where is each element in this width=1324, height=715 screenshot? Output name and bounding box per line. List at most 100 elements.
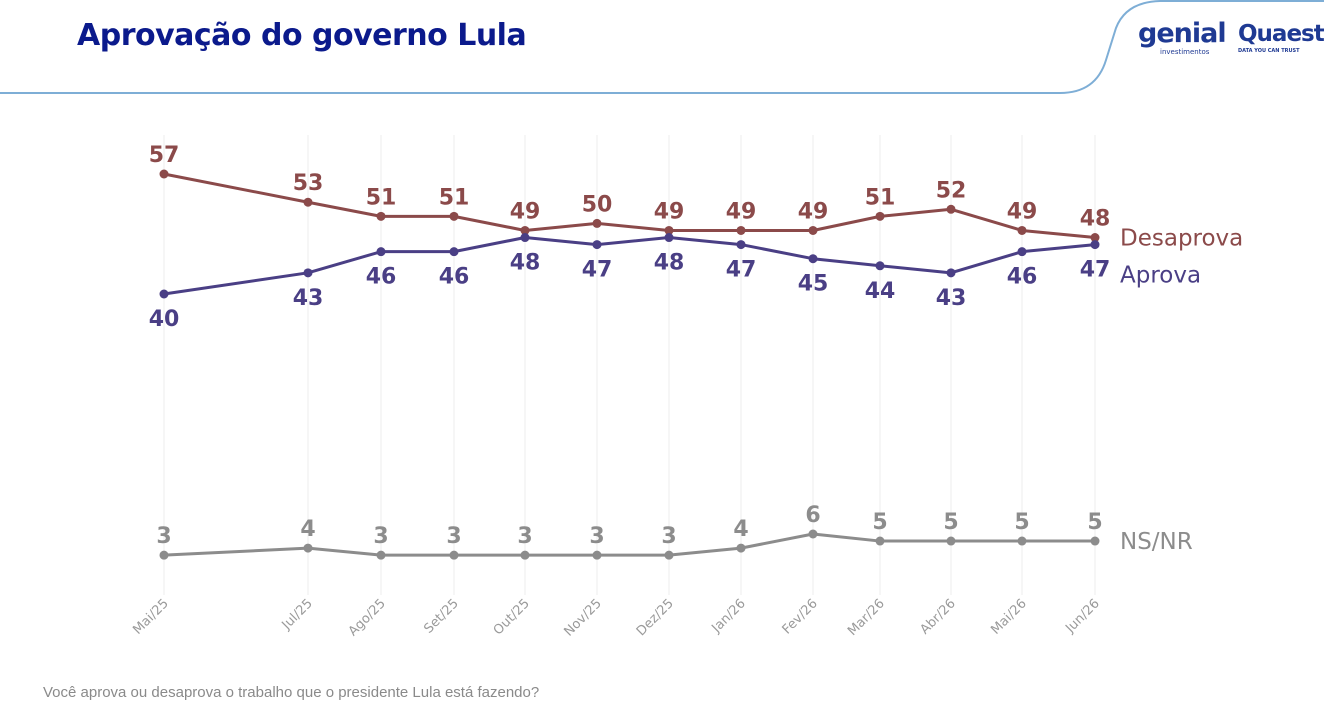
x-tick-label-abr-26: Abr/26 bbox=[918, 596, 959, 637]
series-label-ns-nr: NS/NR bbox=[1120, 529, 1193, 555]
series-label-aprova: Aprova bbox=[1120, 263, 1201, 289]
data-label-ns-nr-set-25: 3 bbox=[446, 524, 461, 549]
x-tick-label-fev-26: Fev/26 bbox=[780, 596, 821, 637]
data-point-desaprova-set-25 bbox=[449, 211, 459, 221]
data-label-ns-nr-jun-26: 5 bbox=[1087, 510, 1102, 535]
x-tick-label-jan-26: Jan/26 bbox=[709, 596, 749, 636]
data-point-desaprova-jul-25 bbox=[303, 197, 313, 207]
data-point-aprova-set-25 bbox=[449, 247, 459, 257]
data-label-ns-nr-mar-26: 5 bbox=[872, 510, 887, 535]
data-point-ns-nr-fev-26 bbox=[808, 529, 818, 539]
data-point-desaprova-nov-25 bbox=[592, 218, 602, 228]
data-label-ns-nr-nov-25: 3 bbox=[589, 524, 604, 549]
data-point-desaprova-fev-26 bbox=[808, 225, 818, 235]
data-label-desaprova-mai-25: 57 bbox=[149, 143, 180, 168]
data-point-aprova-ago-25 bbox=[376, 247, 386, 257]
data-point-aprova-nov-25 bbox=[592, 240, 602, 250]
x-tick-label-mar-26: Mar/26 bbox=[845, 596, 888, 639]
data-label-ns-nr-mai-26: 5 bbox=[1014, 510, 1029, 535]
data-point-ns-nr-out-25 bbox=[520, 550, 530, 560]
data-label-aprova-mai-26: 46 bbox=[1007, 265, 1038, 290]
data-label-desaprova-jun-26: 48 bbox=[1080, 207, 1111, 232]
data-point-ns-nr-jul-25 bbox=[303, 543, 313, 553]
data-label-aprova-mai-25: 40 bbox=[149, 307, 180, 332]
data-label-ns-nr-dez-25: 3 bbox=[661, 524, 676, 549]
survey-question-footnote: Você aprova ou desaprova o trabalho que … bbox=[43, 684, 540, 701]
data-point-ns-nr-mai-26 bbox=[1017, 536, 1027, 546]
data-label-desaprova-jan-26: 49 bbox=[726, 199, 757, 224]
x-tick-label-ago-25: Ago/25 bbox=[346, 596, 389, 639]
x-tick-label-jun-26: Jun/26 bbox=[1062, 596, 1102, 636]
data-point-aprova-fev-26 bbox=[808, 254, 818, 264]
genial-logo-wordmark: genial bbox=[1138, 18, 1227, 49]
x-tick-label-mai-25: Mai/25 bbox=[130, 596, 172, 638]
data-point-aprova-mai-26 bbox=[1017, 247, 1027, 257]
data-label-aprova-jun-26: 47 bbox=[1080, 258, 1111, 283]
data-point-desaprova-jan-26 bbox=[736, 225, 746, 235]
data-label-ns-nr-jan-26: 4 bbox=[733, 517, 748, 542]
data-point-desaprova-jun-26 bbox=[1090, 233, 1100, 243]
data-label-aprova-nov-25: 47 bbox=[582, 258, 613, 283]
data-point-desaprova-mai-26 bbox=[1017, 225, 1027, 235]
data-point-ns-nr-nov-25 bbox=[592, 550, 602, 560]
data-label-aprova-abr-26: 43 bbox=[936, 286, 967, 311]
data-point-ns-nr-jan-26 bbox=[736, 543, 746, 553]
data-label-aprova-jul-25: 43 bbox=[293, 286, 324, 311]
x-tick-label-out-25: Out/25 bbox=[491, 596, 533, 638]
data-point-desaprova-dez-25 bbox=[664, 225, 674, 235]
header: Aprovação do governo Lula genial investi… bbox=[0, 0, 1324, 100]
data-label-aprova-set-25: 46 bbox=[439, 265, 470, 290]
data-label-ns-nr-jul-25: 4 bbox=[300, 517, 315, 542]
data-label-aprova-out-25: 48 bbox=[510, 251, 541, 276]
data-label-desaprova-dez-25: 49 bbox=[654, 199, 685, 224]
data-label-aprova-jan-26: 47 bbox=[726, 258, 757, 283]
data-point-desaprova-mar-26 bbox=[875, 211, 885, 221]
data-label-ns-nr-fev-26: 6 bbox=[805, 503, 820, 528]
data-point-desaprova-ago-25 bbox=[376, 211, 386, 221]
data-point-ns-nr-dez-25 bbox=[664, 550, 674, 560]
approval-line-chart: Mai/25 Jul/25 Ago/25 Set/25 Out/25 Nov/25 Dez/… bbox=[130, 135, 1243, 640]
data-point-aprova-jun-26 bbox=[1090, 240, 1100, 250]
data-label-ns-nr-ago-25: 3 bbox=[373, 524, 388, 549]
data-point-desaprova-mai-25 bbox=[159, 169, 169, 179]
data-point-ns-nr-mai-25 bbox=[159, 550, 169, 560]
data-label-aprova-mar-26: 44 bbox=[865, 279, 896, 304]
data-label-desaprova-nov-25: 50 bbox=[582, 192, 613, 217]
data-point-aprova-mai-25 bbox=[159, 289, 169, 299]
data-label-desaprova-mai-26: 49 bbox=[1007, 199, 1038, 224]
quaest-logo: Quaest DATA YOU CAN TRUST bbox=[1238, 22, 1324, 54]
data-label-aprova-ago-25: 46 bbox=[366, 265, 397, 290]
quaest-logo-wordmark: Quaest bbox=[1238, 21, 1324, 47]
data-point-aprova-mar-26 bbox=[875, 261, 885, 271]
data-label-desaprova-ago-25: 51 bbox=[366, 185, 397, 210]
data-point-ns-nr-abr-26 bbox=[946, 536, 956, 546]
data-point-desaprova-abr-26 bbox=[946, 204, 956, 214]
data-label-aprova-dez-25: 48 bbox=[654, 251, 685, 276]
data-point-ns-nr-set-25 bbox=[449, 550, 459, 560]
data-point-ns-nr-ago-25 bbox=[376, 550, 386, 560]
quaest-logo-tagline: DATA YOU CAN TRUST bbox=[1238, 48, 1300, 54]
data-point-ns-nr-jun-26 bbox=[1090, 536, 1100, 546]
x-tick-label-jul-25: Jul/25 bbox=[279, 596, 316, 633]
data-point-aprova-jul-25 bbox=[303, 268, 313, 278]
data-label-desaprova-fev-26: 49 bbox=[798, 199, 829, 224]
data-point-desaprova-out-25 bbox=[520, 225, 530, 235]
page-title: Aprovação do governo Lula bbox=[77, 18, 527, 53]
series-label-desaprova: Desaprova bbox=[1120, 226, 1243, 252]
x-tick-label-nov-25: Nov/25 bbox=[561, 596, 604, 639]
data-label-desaprova-set-25: 51 bbox=[439, 185, 470, 210]
data-label-ns-nr-abr-26: 5 bbox=[943, 510, 958, 535]
genial-logo-subtitle: investimentos bbox=[1160, 48, 1210, 56]
data-label-desaprova-abr-26: 52 bbox=[936, 178, 967, 203]
data-point-aprova-out-25 bbox=[520, 233, 530, 243]
data-point-aprova-dez-25 bbox=[664, 233, 674, 243]
genial-logo: genial investimentos bbox=[1138, 18, 1227, 56]
data-label-desaprova-mar-26: 51 bbox=[865, 185, 896, 210]
data-label-desaprova-jul-25: 53 bbox=[293, 171, 324, 196]
x-tick-label-mai-26: Mai/26 bbox=[988, 596, 1030, 638]
x-tick-label-set-25: Set/25 bbox=[421, 596, 462, 637]
data-label-ns-nr-mai-25: 3 bbox=[156, 524, 171, 549]
x-tick-label-dez-25: Dez/25 bbox=[634, 596, 677, 639]
data-point-aprova-abr-26 bbox=[946, 268, 956, 278]
data-point-ns-nr-mar-26 bbox=[875, 536, 885, 546]
